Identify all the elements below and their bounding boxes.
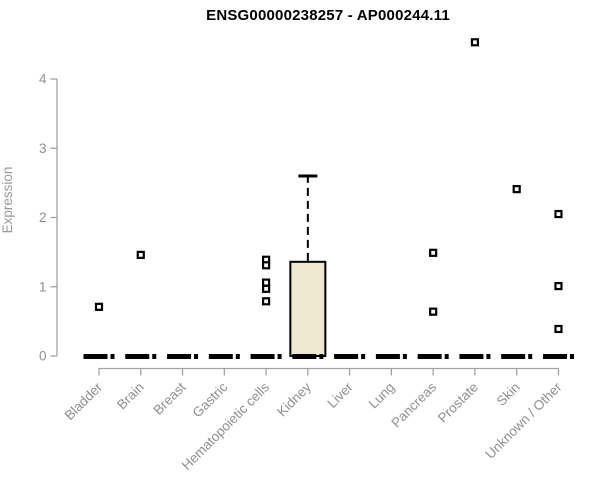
x-axis-tick-label: Skin: [494, 380, 523, 409]
y-axis-tick-label: 0: [39, 349, 47, 364]
x-axis-tick-label: Gastric: [190, 379, 231, 420]
x-axis-tick-label: Unknown / Other: [482, 379, 565, 462]
outlier-point: [261, 297, 271, 306]
chart-title: ENSG00000238257 - AP000244.11: [206, 7, 450, 24]
y-axis-tick-label: 3: [39, 141, 47, 156]
outlier-point: [554, 209, 563, 219]
y-axis-tick-label: 4: [39, 72, 47, 87]
box-kidney: [289, 260, 327, 358]
outlier-point: [429, 248, 438, 257]
x-axis-tick-label: Liver: [324, 379, 356, 411]
outlier-point: [261, 278, 271, 287]
outlier-point: [512, 185, 521, 194]
outlier-point: [136, 250, 145, 259]
x-axis-tick-label: Prostate: [435, 380, 481, 426]
y-axis-tick-label: 2: [39, 210, 47, 225]
outlier-point: [470, 38, 480, 47]
x-axis-tick-label: Lung: [366, 380, 398, 412]
outlier-point: [554, 324, 563, 334]
outlier-point: [94, 302, 104, 311]
y-axis-tick-label: 1: [39, 279, 47, 294]
x-axis-tick-label: Kidney: [274, 379, 314, 419]
outlier-point: [261, 284, 271, 293]
outlier-point: [429, 307, 438, 316]
outlier-point: [554, 281, 563, 291]
x-axis-tick-label: Bladder: [62, 379, 106, 423]
outlier-point: [261, 261, 271, 270]
y-axis-title: Expression: [0, 167, 15, 234]
x-axis-tick-label: Brain: [114, 380, 147, 413]
x-axis-tick-label: Breast: [150, 379, 188, 417]
x-axis-tick-label: Pancreas: [388, 379, 439, 430]
